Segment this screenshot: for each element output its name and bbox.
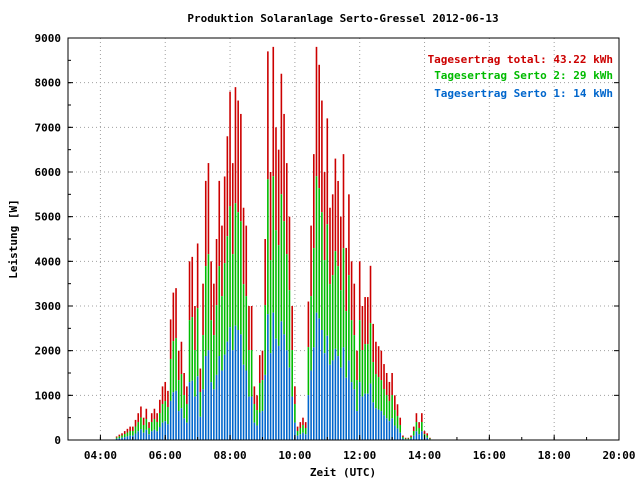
y-tick-label: 0: [54, 434, 61, 447]
chart-title: Produktion Solaranlage Serto-Gressel 201…: [187, 12, 498, 25]
y-tick-label: 5000: [35, 211, 62, 224]
bars: [115, 46, 431, 440]
y-tick-labels: 0 1000 2000 3000 4000 5000 6000 7000 8000 9000: [35, 32, 62, 447]
x-tick-label: 08:00: [213, 449, 246, 462]
x-tick-label: 10:00: [278, 449, 311, 462]
x-tick-label: 06:00: [149, 449, 182, 462]
x-tick-label: 12:00: [343, 449, 376, 462]
y-tick-label: 6000: [35, 166, 62, 179]
x-tick-label: 04:00: [84, 449, 117, 462]
y-tick-label: 1000: [35, 389, 62, 402]
y-axis-label: Leistung [W]: [7, 199, 20, 278]
x-tick-label: 14:00: [408, 449, 441, 462]
y-tick-label: 2000: [35, 345, 62, 358]
ticks: [67, 37, 620, 441]
legend: Tagesertrag total: 43.22 kWh Tagesertrag…: [428, 53, 613, 100]
y-tick-label: 3000: [35, 300, 62, 313]
y-tick-label: 8000: [35, 77, 62, 90]
x-tick-label: 16:00: [473, 449, 506, 462]
legend-serto-1: Tagesertrag Serto 1: 14 kWh: [434, 87, 613, 100]
legend-total: Tagesertrag total: 43.22 kWh: [428, 53, 613, 66]
x-axis-label: Zeit (UTC): [310, 466, 376, 479]
y-tick-label: 4000: [35, 255, 62, 268]
y-tick-label: 9000: [35, 32, 62, 45]
x-tick-label: 20:00: [602, 449, 635, 462]
legend-serto-2: Tagesertrag Serto 2: 29 kWh: [434, 69, 613, 82]
x-tick-label: 18:00: [538, 449, 571, 462]
x-tick-labels: 04:00 06:00 08:00 10:00 12:00 14:00 16:00 18:00…: [84, 449, 636, 462]
y-tick-label: 7000: [35, 121, 62, 134]
